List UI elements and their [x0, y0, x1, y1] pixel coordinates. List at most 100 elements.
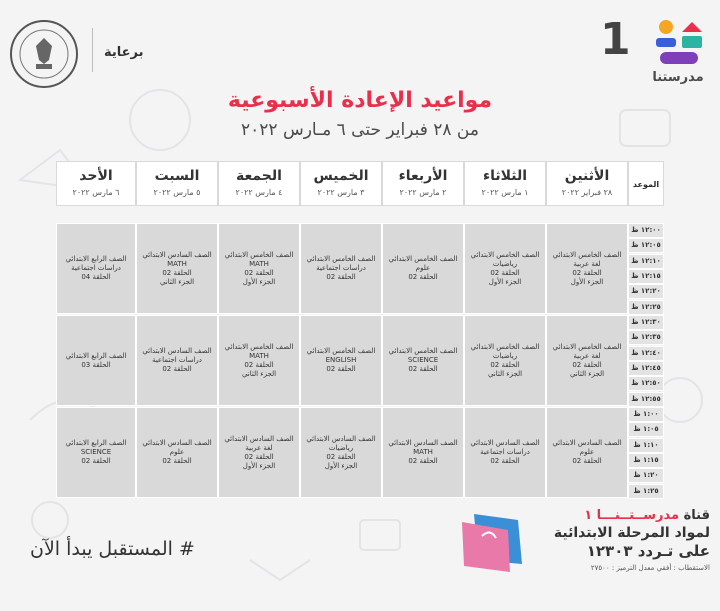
cell-line: الحلقة 02 [490, 457, 520, 465]
schedule-cell: الصف الخامس الابتدائي ENGLISH الحلقة 02 [300, 315, 382, 406]
time-slot: ١٢:٢٥ ظ [628, 299, 664, 315]
schedule-cell: الصف الخامس الابتدائي رياضيات الحلقة 02 الج… [464, 223, 546, 314]
time-slot: ١٢:٤٥ ظ [628, 360, 664, 376]
schedule-cell: الصف الخامس الابتدائي لغة عربية الحلقة 02 ا… [546, 315, 628, 406]
time-slot: ١:٠٠ ظ [628, 407, 664, 422]
time-slot: ١٢:١٥ ظ [628, 268, 664, 284]
cell-line: دراسات اجتماعية [480, 448, 530, 456]
cell-line: الصف الخامس الابتدائي [388, 255, 458, 263]
cell-line: الحلقة 02 [244, 360, 274, 369]
cell-line: الحلقة 02 [162, 365, 192, 373]
cell-line: الحلقة 02 [162, 457, 192, 465]
schedule-cell: الصف السادس الابتدائي رياضيات الحلقة 02 الج… [300, 407, 382, 498]
cell-line: الصف الخامس الابتدائي [552, 250, 622, 259]
schedule-cell: الصف السادس الابتدائي دراسات اجتماعية الحل… [464, 407, 546, 498]
day-date: ٣ مارس ٢٠٢٢ [317, 188, 365, 197]
time-slot: ١٢:٣٠ ظ [628, 315, 664, 330]
day-name: الجمعة [236, 168, 282, 184]
page-subtitle: من ٢٨ فبراير حتى ٦ مـارس ٢٠٢٢ [241, 120, 479, 140]
cell-line: الجزء الأول [242, 461, 276, 470]
cell-line: الصف السادس الابتدائي [142, 347, 212, 355]
cell-line: دراسات اجتماعية [71, 264, 121, 272]
schedule-cell: الصف السادس الابتدائي دراسات اجتماعية الحل… [136, 315, 218, 406]
cell-line: الصف الخامس الابتدائي [306, 347, 376, 355]
day-name: الخميس [313, 168, 369, 184]
time-slot: ١٢:٠٥ ظ [628, 238, 664, 254]
day-header: الجمعة ٤ مارس ٢٠٢٢ [218, 161, 300, 206]
day-name: الأثنين [564, 168, 610, 184]
cell-line: الصف الرابع الابتدائي [65, 439, 127, 447]
hashtag-slogan: # المستقبل يبدأ الآن [30, 538, 195, 560]
cell-line: الحلقة 02 [326, 452, 356, 461]
cell-line: الحلقة 02 [244, 268, 274, 277]
time-slot: ١:١٥ ظ [628, 452, 664, 468]
cell-line: لغة عربية [245, 443, 273, 452]
cell-line: الصف السادس الابتدائي [224, 434, 294, 443]
cell-line: رياضيات [492, 259, 518, 268]
channel-info: قناة مدرســتــنـــا ١ لمواد المرحلة الاب… [540, 508, 710, 572]
cell-line: الصف السادس الابتدائي [388, 439, 458, 447]
cell-line: رياضيات [492, 351, 518, 360]
schedule-cell: الصف السادس الابتدائي علوم الحلقة 02 [546, 407, 628, 498]
day-header: السبت ٥ مارس ٢٠٢٢ [136, 161, 218, 206]
cell-line: الحلقة 02 [408, 273, 438, 281]
schedule-cell: الصف السادس الابتدائي MATH الحلقة 02 الجزء … [136, 223, 218, 314]
time-slot: ١:١٠ ظ [628, 437, 664, 453]
cell-line: الحلقة 02 [408, 365, 438, 373]
cell-line: الصف الرابع الابتدائي [65, 351, 127, 360]
schedule-cell: الصف الخامس الابتدائي علوم الحلقة 02 [382, 223, 464, 314]
cell-line: الجزء الثاني [159, 277, 195, 286]
day-date: ٢٨ فبراير ٢٠٢٢ [561, 188, 613, 197]
cell-line: دراسات اجتماعية [152, 356, 202, 364]
time-slot: ١:٢٠ ظ [628, 468, 664, 484]
schedule-cell: الصف الخامس الابتدائي رياضيات الحلقة 02 الج… [464, 315, 546, 406]
time-slot: ١٢:٣٥ ظ [628, 330, 664, 346]
ministry-logo [10, 20, 78, 88]
day-date: ٢ مارس ٢٠٢٢ [399, 188, 447, 197]
schedule-cell: الصف الخامس الابتدائي SCIENCE الحلقة 02 [382, 315, 464, 406]
schedule-cell: الصف السادس الابتدائي علوم الحلقة 02 [136, 407, 218, 498]
cell-line: SCIENCE [80, 448, 112, 456]
cell-line: الحلقة 02 [326, 273, 356, 281]
cell-line: الجزء الثاني [241, 369, 277, 378]
cell-line: الجزء الثاني [487, 369, 523, 378]
schedule-table: الموعد الأثنين ٢٨ فبراير ٢٠٢٢ الثلاثاء ١ م… [56, 161, 664, 499]
cell-line: الحلقة 02 [572, 360, 602, 369]
cell-line: الصف الخامس الابتدائي [306, 255, 376, 263]
day-header: الثلاثاء ١ مارس ٢٠٢٢ [464, 161, 546, 206]
cell-line: الصف السادس الابتدائي [552, 439, 622, 447]
time-slot: ١٢:٤٠ ظ [628, 345, 664, 361]
cell-line: لغة عربية [573, 351, 601, 360]
day-date: ٦ مارس ٢٠٢٢ [72, 188, 120, 197]
channel-line-2: لمواد المرحلة الابتدائية [553, 525, 710, 541]
cell-line: الصف الخامس الابتدائي [552, 342, 622, 351]
cell-line: الحلقة 03 [81, 360, 111, 369]
cell-line: MATH [249, 351, 269, 360]
cell-line: الحلقة 02 [572, 457, 602, 465]
cell-line: الجزء الثاني [569, 369, 605, 378]
cell-line: الجزء الأول [570, 277, 604, 286]
cell-line: علوم [579, 448, 595, 456]
brand-logo-icon [656, 20, 702, 64]
cell-line: MATH [249, 259, 269, 268]
channel-tech-info: الاستقطاب : أفقي معدل الترميز : ٢٧٥٠٠ [590, 564, 710, 572]
time-slot: ١٢:٢٠ ظ [628, 284, 664, 300]
channel-word: قناة [683, 508, 710, 523]
page-title: مواعيد الإعادة الأسبوعية [227, 88, 493, 113]
cell-line: الصف الخامس الابتدائي [470, 342, 540, 351]
brand-number: 1 [600, 14, 631, 65]
cell-line: الصف الخامس الابتدائي [224, 342, 294, 351]
schedule-cell: الصف الخامس الابتدائي لغة عربية الحلقة 02 ا… [546, 223, 628, 314]
day-header: الأحد ٦ مارس ٢٠٢٢ [56, 161, 136, 206]
schedule-cell: الصف السادس الابتدائي لغة عربية الحلقة 02 ا… [218, 407, 300, 498]
day-name: الأحد [79, 168, 113, 184]
cell-line: الحلقة 02 [244, 452, 274, 461]
sponsor-divider [92, 28, 93, 72]
channel-frequency: على تـردد ١٢٣٠٣ [586, 542, 710, 560]
cell-line: الحلقة 02 [490, 360, 520, 369]
schedule-cell: الصف السادس الابتدائي MATH الحلقة 02 [382, 407, 464, 498]
time-slot: ١٢:٥٥ ظ [628, 391, 664, 407]
cell-line: الصف السادس الابتدائي [142, 439, 212, 447]
day-name: الثلاثاء [482, 168, 528, 184]
time-slot: ١:٠٥ ظ [628, 422, 664, 438]
